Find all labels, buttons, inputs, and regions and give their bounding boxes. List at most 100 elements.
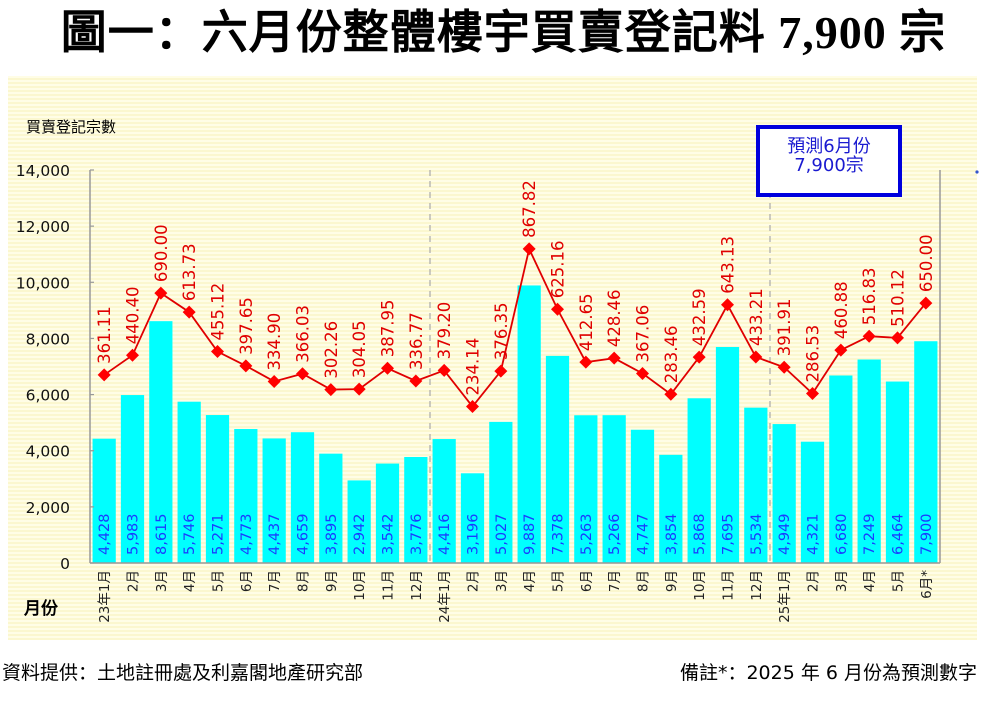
price-value-label: 412.65 (577, 293, 596, 351)
price-value-label: 428.46 (605, 289, 624, 347)
price-value-label: 367.06 (634, 305, 653, 363)
x-tick-label: 5月 (551, 570, 567, 592)
price-marker (97, 368, 111, 382)
bar (630, 429, 655, 563)
bar-value-label: 2,942 (352, 513, 368, 555)
bar-value-label: 6,464 (891, 513, 907, 555)
price-value-label: 690.00 (152, 224, 171, 282)
x-tick-label: 24年1月 (437, 570, 453, 623)
price-marker (777, 360, 791, 374)
axes (89, 169, 941, 564)
price-value-label: 625.16 (549, 241, 568, 299)
price-value-label: 283.46 (662, 326, 681, 384)
x-tick-label: 4月 (182, 570, 198, 592)
bar (857, 359, 881, 563)
price-labels: 361.11 440.40 690.00 613.73 455.12 397.65 334.… (95, 180, 936, 395)
price-value-label: 440.40 (124, 286, 143, 344)
x-tick-label: 3月 (834, 570, 850, 592)
price-marker (211, 345, 224, 359)
bar-value-label: 5,027 (494, 513, 510, 555)
bar (489, 421, 513, 563)
remark-note: 備註*：2025 年 6 月份為預測數字 (679, 662, 977, 684)
price-marker (381, 361, 394, 375)
price-line (103, 246, 927, 408)
y-tick-label: 12,000 (16, 218, 70, 236)
price-value-label: 613.73 (180, 243, 199, 301)
bar (659, 454, 683, 563)
x-tick-label: 12月 (409, 570, 425, 601)
chart-title: 圖一：六月份整體樓宇買賣登記料 7,900 宗 (60, 7, 947, 58)
price-marker (466, 400, 479, 414)
x-tick-label: 25年1月 (777, 570, 793, 623)
bar (234, 429, 258, 563)
price-marker (437, 363, 451, 377)
price-value-label: 302.26 (322, 321, 341, 379)
x-tick-label: 9月 (664, 570, 680, 592)
bar-labels: 4,428 5,983 8,615 5,746 5,271 4,773 4,437 4,659… (97, 513, 935, 555)
price-value-label: 867.82 (520, 180, 539, 238)
y-tick-label: 0 (60, 555, 70, 573)
price-value-label: 391.91 (775, 299, 794, 357)
price-marker (862, 329, 876, 343)
price-value-label: 432.59 (690, 288, 709, 346)
price-value-label: 460.88 (832, 281, 851, 339)
bar (319, 453, 343, 563)
bar (149, 321, 173, 563)
y-tick-label: 8,000 (26, 330, 70, 348)
bar (800, 441, 825, 563)
x-tick-label: 2月 (466, 570, 482, 592)
price-marker (692, 350, 706, 364)
price-marker (522, 242, 536, 256)
bar-value-label: 4,437 (267, 513, 283, 555)
bar-value-label: 7,249 (862, 513, 878, 555)
y-tick-label: 10,000 (16, 274, 70, 292)
price-value-label: 433.21 (747, 288, 766, 346)
bar-value-label: 5,534 (749, 513, 765, 555)
price-value-label: 510.12 (889, 269, 908, 327)
price-marker (607, 351, 621, 365)
bar-value-label: 5,263 (579, 513, 595, 555)
x-tick-label: 3月 (154, 570, 170, 592)
bar-value-label: 3,776 (409, 513, 425, 555)
price-marker (296, 367, 309, 381)
bar-value-label: 3,854 (664, 513, 680, 555)
price-marker (494, 364, 508, 378)
x-tick-label: 2月 (126, 570, 142, 592)
bar-value-label: 5,983 (126, 513, 142, 555)
x-tick-label: 10月 (352, 570, 368, 601)
x-tick-label: 5月 (211, 570, 227, 592)
bar-value-label: 7,900 (919, 513, 935, 555)
price-marker (721, 298, 734, 312)
bar-value-label: 4,416 (437, 513, 453, 555)
bar-value-label: 5,868 (692, 513, 708, 555)
bar-value-label: 5,266 (607, 513, 623, 555)
price-value-label: 650.00 (917, 234, 936, 292)
price-value-label: 376.35 (492, 302, 511, 360)
bar-value-label: 4,659 (296, 513, 312, 555)
bar-value-label: 7,378 (551, 513, 567, 555)
price-marker (834, 343, 848, 357)
price-marker (324, 383, 338, 397)
bar-value-label: 3,895 (324, 513, 340, 555)
bars (92, 285, 938, 563)
bar (602, 415, 626, 563)
y-tick-labels: 0 2,000 4,000 6,000 8,000 10,000 12,000 14,000 (16, 162, 70, 573)
price-value-label: 286.53 (804, 325, 823, 383)
forecast-callout: 預測6月份 7,900宗 (756, 125, 902, 197)
x-tick-label: 8月 (636, 570, 652, 592)
stray-dot (975, 170, 979, 174)
price-marker (749, 350, 763, 364)
x-tick-label: 7月 (607, 570, 623, 592)
y-axis-label: 買賣登記宗數 (26, 118, 117, 136)
price-marker (891, 331, 904, 345)
bar (205, 415, 230, 563)
bar (545, 355, 570, 563)
bar-value-label: 4,773 (239, 513, 255, 555)
y-tick-label: 14,000 (16, 162, 70, 180)
price-markers (97, 242, 933, 414)
x-tick-label: 6月 (579, 570, 595, 592)
bar-value-label: 7,695 (721, 513, 737, 555)
x-tick-label: 4月 (862, 570, 878, 592)
x-tick-label: 2月 (806, 570, 822, 592)
bar-value-label: 5,746 (182, 513, 198, 555)
